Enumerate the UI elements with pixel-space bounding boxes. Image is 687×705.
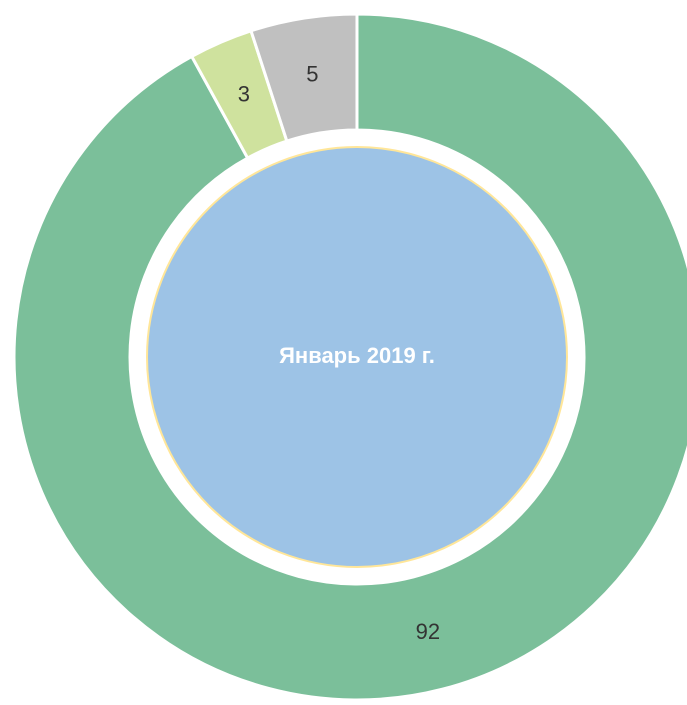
slice	[12, 12, 687, 702]
slice	[249, 12, 359, 143]
center-circle	[146, 146, 568, 568]
data-label: 92	[416, 619, 440, 644]
center-label: Январь 2019 г.	[279, 343, 435, 368]
slices	[12, 12, 687, 702]
data-label: 5	[306, 61, 318, 86]
data-label: 3	[238, 81, 250, 106]
